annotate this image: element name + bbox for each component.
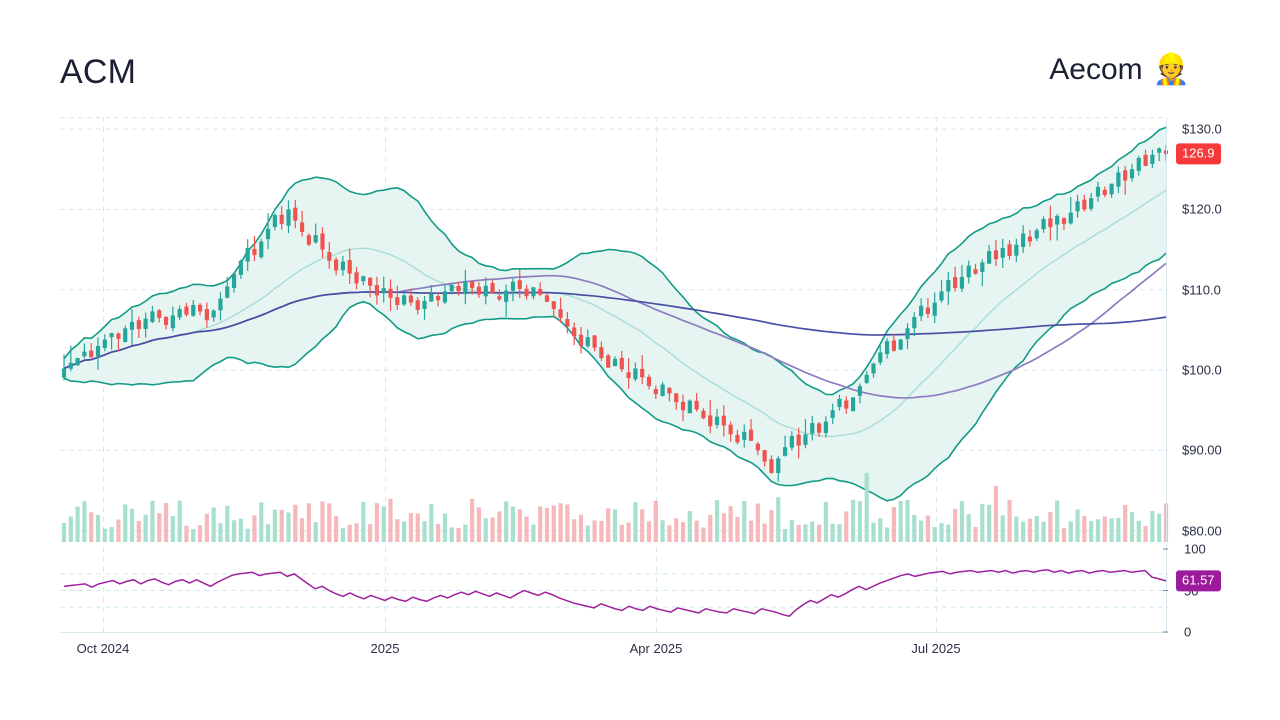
company-name-group: Aecom 👷 [1049,55,1190,85]
price-axis-label: $100.0 [1182,362,1222,378]
construction-worker-icon: 👷 [1152,53,1190,86]
date-axis-label: Jul 2025 [911,641,961,656]
price-axis-label: $80.00 [1182,523,1222,539]
candlestick-series [61,145,1169,482]
company-name: Aecom [1049,53,1143,86]
price-axis-label: $110.0 [1182,282,1221,298]
bollinger-band-fill [64,127,1166,501]
last-rsi-badge[interactable]: 61.57 [1176,570,1221,592]
moving-average-lines [63,262,1167,399]
chart-svg [60,117,1169,633]
price-axis-label: $90.00 [1182,442,1222,458]
rsi-line [63,568,1167,618]
rsi-axis-label: 100 [1184,541,1206,557]
chart-frame [60,117,1168,633]
date-axis-label: Oct 2024 [76,641,130,656]
ticker-symbol: ACM [60,53,137,91]
last-price-badge[interactable]: 126.9 [1176,143,1221,165]
date-axis-label: Apr 2025 [629,641,683,656]
chart-canvas[interactable] [60,117,1172,634]
date-axis-label: 2025 [370,641,400,656]
price-axis-label: $120.0 [1182,201,1222,217]
rsi-reference-lines [60,573,1168,608]
volume-bars [61,472,1169,542]
rsi-axis-label: 0 [1184,624,1192,640]
price-axis-label: $130.0 [1182,121,1222,137]
chart-header: ACM Aecom 👷 [0,0,1280,112]
